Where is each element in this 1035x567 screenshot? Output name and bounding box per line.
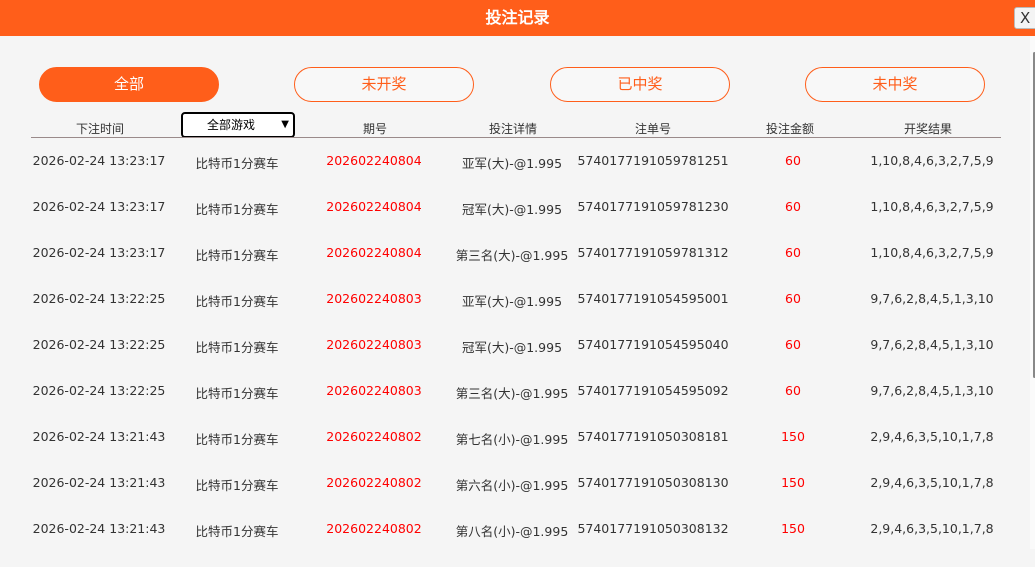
cell-order: 5740177191059781312 — [577, 245, 729, 260]
cell-order: 5740177191050308130 — [577, 475, 729, 490]
cell-time: 2026-02-24 13:22:25 — [32, 337, 166, 352]
cell-result: 1,10,8,4,6,3,2,7,5,9 — [870, 153, 994, 168]
cell-result: 9,7,6,2,8,4,5,1,3,10 — [870, 337, 994, 352]
cell-order: 5740177191054595040 — [577, 337, 729, 352]
header-period: 期号 — [362, 122, 388, 136]
header-detail: 投注详情 — [488, 122, 538, 136]
cell-detail: 第八名(小)-@1.995 — [455, 524, 569, 539]
cell-detail: 第三名(大)-@1.995 — [455, 386, 569, 401]
cell-result: 2,9,4,6,3,5,10,1,7,8 — [870, 475, 994, 490]
header-divider — [31, 137, 1001, 138]
cell-time: 2026-02-24 13:22:25 — [32, 383, 166, 398]
cell-amount: 60 — [785, 245, 801, 260]
cell-time: 2026-02-24 13:21:43 — [32, 429, 166, 444]
cell-time: 2026-02-24 13:23:17 — [32, 199, 166, 214]
table-row: 2026-02-24 13:21:43 比特币1分赛车 202602240802 第七… — [0, 429, 1030, 475]
cell-detail: 第七名(小)-@1.995 — [455, 432, 569, 447]
cell-time: 2026-02-24 13:22:25 — [32, 291, 166, 306]
table-row: 2026-02-24 13:23:17 比特币1分赛车 202602240804 亚军… — [0, 153, 1030, 199]
cell-period: 202602240804 — [326, 153, 422, 168]
header-result: 开奖结果 — [903, 122, 953, 136]
cell-detail: 第三名(大)-@1.995 — [455, 248, 569, 263]
cell-detail: 亚军(大)-@1.995 — [461, 294, 563, 309]
cell-order: 5740177191059781230 — [577, 199, 729, 214]
cell-order: 5740177191050308132 — [577, 521, 729, 536]
scrollbar-thumb[interactable] — [1033, 52, 1035, 378]
cell-detail: 冠军(大)-@1.995 — [461, 340, 563, 355]
cell-order: 5740177191054595001 — [577, 291, 729, 306]
chevron-down-icon: ▼ — [281, 119, 289, 130]
cell-game: 比特币1分赛车 — [195, 248, 279, 263]
modal-title: 投注记录 — [485, 8, 550, 27]
tab-not-drawn[interactable]: 未开奖 — [294, 67, 474, 102]
header-time: 下注时间 — [75, 122, 125, 136]
cell-game: 比特币1分赛车 — [195, 294, 279, 309]
header-amount: 投注金额 — [765, 122, 815, 136]
table-row: 2026-02-24 13:22:25 比特币1分赛车 202602240803 第三… — [0, 383, 1030, 429]
cell-detail: 第六名(小)-@1.995 — [455, 478, 569, 493]
cell-order: 5740177191059781251 — [577, 153, 729, 168]
cell-game: 比特币1分赛车 — [195, 432, 279, 447]
tab-won[interactable]: 已中奖 — [550, 67, 730, 102]
table-row: 2026-02-24 13:21:43 比特币1分赛车 202602240802 第六… — [0, 475, 1030, 521]
cell-period: 202602240803 — [326, 383, 422, 398]
cell-period: 202602240802 — [326, 521, 422, 536]
cell-result: 2,9,4,6,3,5,10,1,7,8 — [870, 521, 994, 536]
cell-amount: 60 — [785, 199, 801, 214]
cell-game: 比特币1分赛车 — [195, 202, 279, 217]
cell-amount: 150 — [781, 521, 805, 536]
table-row: 2026-02-24 13:22:25 比特币1分赛车 202602240803 冠军… — [0, 337, 1030, 383]
tab-all[interactable]: 全部 — [39, 67, 219, 102]
table-row: 2026-02-24 13:23:17 比特币1分赛车 202602240804 第三… — [0, 245, 1030, 291]
cell-amount: 60 — [785, 153, 801, 168]
cell-period: 202602240804 — [326, 245, 422, 260]
cell-amount: 150 — [781, 475, 805, 490]
cell-result: 9,7,6,2,8,4,5,1,3,10 — [870, 383, 994, 398]
close-button[interactable]: X — [1014, 7, 1035, 29]
cell-period: 202602240804 — [326, 199, 422, 214]
scrollbar-track[interactable] — [1030, 36, 1035, 549]
cell-result: 9,7,6,2,8,4,5,1,3,10 — [870, 291, 994, 306]
cell-amount: 60 — [785, 383, 801, 398]
modal-header: 投注记录 — [0, 0, 1035, 36]
cell-period: 202602240802 — [326, 429, 422, 444]
cell-time: 2026-02-24 13:21:43 — [32, 475, 166, 490]
cell-amount: 60 — [785, 337, 801, 352]
cell-game: 比特币1分赛车 — [195, 340, 279, 355]
cell-time: 2026-02-24 13:21:43 — [32, 521, 166, 536]
cell-time: 2026-02-24 13:23:17 — [32, 245, 166, 260]
tab-lost[interactable]: 未中奖 — [805, 67, 985, 102]
cell-result: 1,10,8,4,6,3,2,7,5,9 — [870, 245, 994, 260]
table-row: 2026-02-24 13:22:25 比特币1分赛车 202602240803 亚军… — [0, 291, 1030, 337]
table-row: 2026-02-24 13:23:17 比特币1分赛车 202602240804 冠军… — [0, 199, 1030, 245]
cell-detail: 冠军(大)-@1.995 — [461, 202, 563, 217]
cell-period: 202602240803 — [326, 337, 422, 352]
cell-game: 比特币1分赛车 — [195, 156, 279, 171]
cell-amount: 60 — [785, 291, 801, 306]
cell-game: 比特币1分赛车 — [195, 524, 279, 539]
cell-game: 比特币1分赛车 — [195, 386, 279, 401]
table-row: 2026-02-24 13:21:43 比特币1分赛车 202602240802 第八… — [0, 521, 1030, 567]
cell-period: 202602240802 — [326, 475, 422, 490]
cell-order: 5740177191054595092 — [577, 383, 729, 398]
cell-result: 2,9,4,6,3,5,10,1,7,8 — [870, 429, 994, 444]
cell-period: 202602240803 — [326, 291, 422, 306]
cell-game: 比特币1分赛车 — [195, 478, 279, 493]
cell-amount: 150 — [781, 429, 805, 444]
cell-order: 5740177191050308181 — [577, 429, 729, 444]
header-order: 注单号 — [634, 122, 672, 136]
cell-time: 2026-02-24 13:23:17 — [32, 153, 166, 168]
cell-result: 1,10,8,4,6,3,2,7,5,9 — [870, 199, 994, 214]
game-filter-select[interactable]: 全部游戏 ▼ — [181, 112, 295, 138]
cell-detail: 亚军(大)-@1.995 — [461, 156, 563, 171]
game-filter-value: 全部游戏 — [207, 118, 256, 132]
